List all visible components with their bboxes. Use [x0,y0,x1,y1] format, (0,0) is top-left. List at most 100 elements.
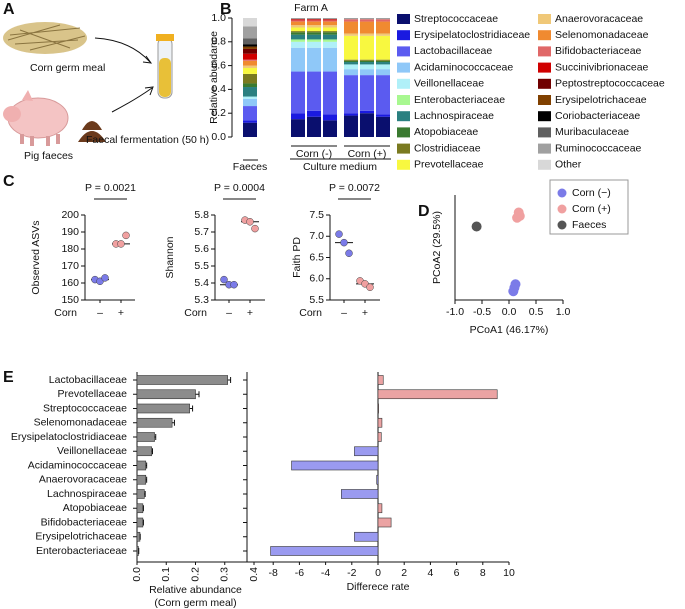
x-tick-label: -2 [347,567,356,579]
bar-segment [323,19,337,21]
legend-label: Corn (−) [572,187,611,199]
y-tick-label: 5.7 [194,226,209,238]
bar [136,460,147,471]
bar-segment [360,69,374,76]
point [230,280,238,289]
legend-label: Coriobacteriaceae [555,110,640,122]
bar-segment [344,69,358,76]
legend-swatch [397,127,410,138]
bar-segment [291,41,305,48]
bar-segment [243,87,257,97]
x-axis-label: Differece rate [347,581,410,593]
legend-swatch [397,143,410,154]
legend-label: Corn (+) [572,203,611,215]
bar [377,503,383,514]
bar-segment [243,18,257,27]
annotation: P = 0.0004 [214,182,265,194]
bar-segment [243,48,257,54]
bar-segment [291,47,305,72]
legend-swatch [397,46,410,57]
bar [270,546,379,556]
x-tick-label: -4 [321,567,330,579]
point [340,238,348,247]
bar [377,432,382,442]
point [345,249,353,257]
y-tick-label: 200 [61,209,79,221]
pig-ear [22,90,33,101]
legend-label: Enterobacteriaceae [414,94,505,106]
category-label: Lachnospiraceae [47,488,127,500]
x-tick-label: -6 [295,567,304,579]
bar-segment [307,39,321,42]
faeces-icon [78,121,106,142]
x-tick-label: – [97,307,103,319]
bar-segment [376,75,390,115]
x-tick-label: 10 [503,567,515,579]
y-tick-label: 150 [61,294,79,306]
bar [136,531,141,542]
bar-segment [243,60,257,66]
pig-snout [3,106,21,122]
x-tick-label: + [362,307,368,319]
y-tick-label: 5.5 [309,294,324,306]
bar-segment [307,32,321,35]
bar-segment [243,38,257,45]
legend-label: Acidaminococcaceae [414,61,513,73]
bar-segment [307,116,321,137]
bar-segment [307,25,321,28]
bar-segment [360,62,374,65]
bar-segment [291,19,305,21]
bar-segment [376,114,390,117]
y-tick-label: 0.2 [211,107,226,119]
legend-label: Bifidobacteriaceae [555,45,642,57]
bar-segment [307,27,321,32]
bar-segment [243,73,257,84]
arrow [94,37,151,63]
bar-segment [360,59,374,61]
category-label: Lactobacillaceae [49,374,127,386]
y-tick-label: 5.3 [194,294,209,306]
bar-segment [291,71,305,114]
bar-segment [360,19,374,22]
bar [377,517,392,528]
bar-segment [307,21,321,26]
bar-segment [344,19,358,22]
x-tick-label: + [118,307,124,319]
bar-segment [307,71,321,111]
bar [377,417,383,428]
bar-segment [291,32,305,35]
bar-segment [344,64,358,70]
bar [136,432,155,442]
y-tick-label: 6.5 [309,251,324,263]
bar-segment [376,69,390,76]
y-tick-label: 5.4 [194,277,209,289]
point [471,221,482,232]
bar-segment [307,20,321,22]
bar-segment [344,115,358,137]
x-tick-label: 8 [480,567,486,579]
legend-swatch [397,95,410,105]
annotation: P = 0.0021 [85,182,136,194]
category-label: Prevotellaceae [58,388,128,400]
bar-segment [360,60,374,63]
legend-marker [557,220,567,230]
bar-segment [323,18,337,20]
legend-label: Muribaculaceae [555,126,629,138]
bar-segment [344,21,358,34]
x-tick-label: -1.0 [446,306,464,318]
bar-segment [243,96,257,99]
bar-segment [360,18,374,20]
bar-segment [291,25,305,28]
x-tick-label: 1.0 [556,306,571,318]
y-tick-label: 6.0 [309,273,324,285]
y-axis-label: Shannon [164,236,176,278]
bar-segment [376,62,390,65]
legend-label: Erysipelatoclostridiaceae [414,29,530,41]
bar-segment [307,34,321,40]
legend-swatch [538,78,551,89]
bar-segment [360,75,374,111]
bar-segment [344,33,358,36]
legend-swatch [538,30,551,41]
category-label: Acidaminococcaceae [28,459,127,471]
